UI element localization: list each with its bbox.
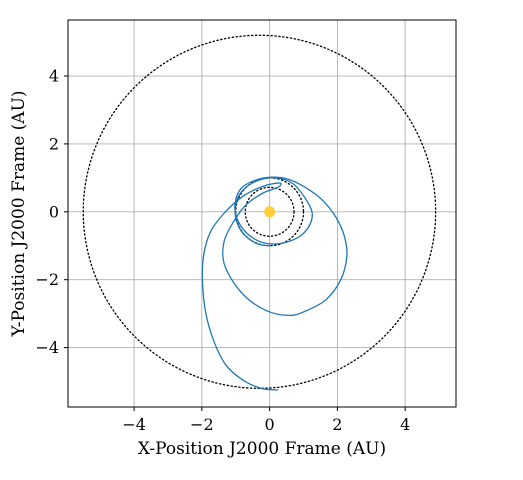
sun-marker: [264, 206, 275, 217]
grid-lines: [68, 20, 456, 407]
trajectory-line: [202, 177, 347, 390]
x-tick-label: −2: [190, 415, 214, 434]
y-tick-label: 2: [49, 134, 59, 153]
y-tick-label: −4: [35, 338, 59, 357]
x-tick-label: 4: [400, 415, 410, 434]
y-tick-label: 0: [49, 202, 59, 221]
sun-layer: [264, 206, 275, 217]
y-axis-label: Y-Position J2000 Frame (AU): [9, 90, 29, 337]
plot-frame: [68, 20, 456, 407]
y-tick-label: −2: [35, 270, 59, 289]
x-tick-label: 0: [265, 415, 275, 434]
x-tick-label: −4: [122, 415, 146, 434]
y-tick-label: 4: [49, 67, 59, 86]
x-axis-label: X-Position J2000 Frame (AU): [138, 439, 386, 459]
trajectory-series: [202, 177, 347, 390]
x-tick-label: 2: [332, 415, 342, 434]
